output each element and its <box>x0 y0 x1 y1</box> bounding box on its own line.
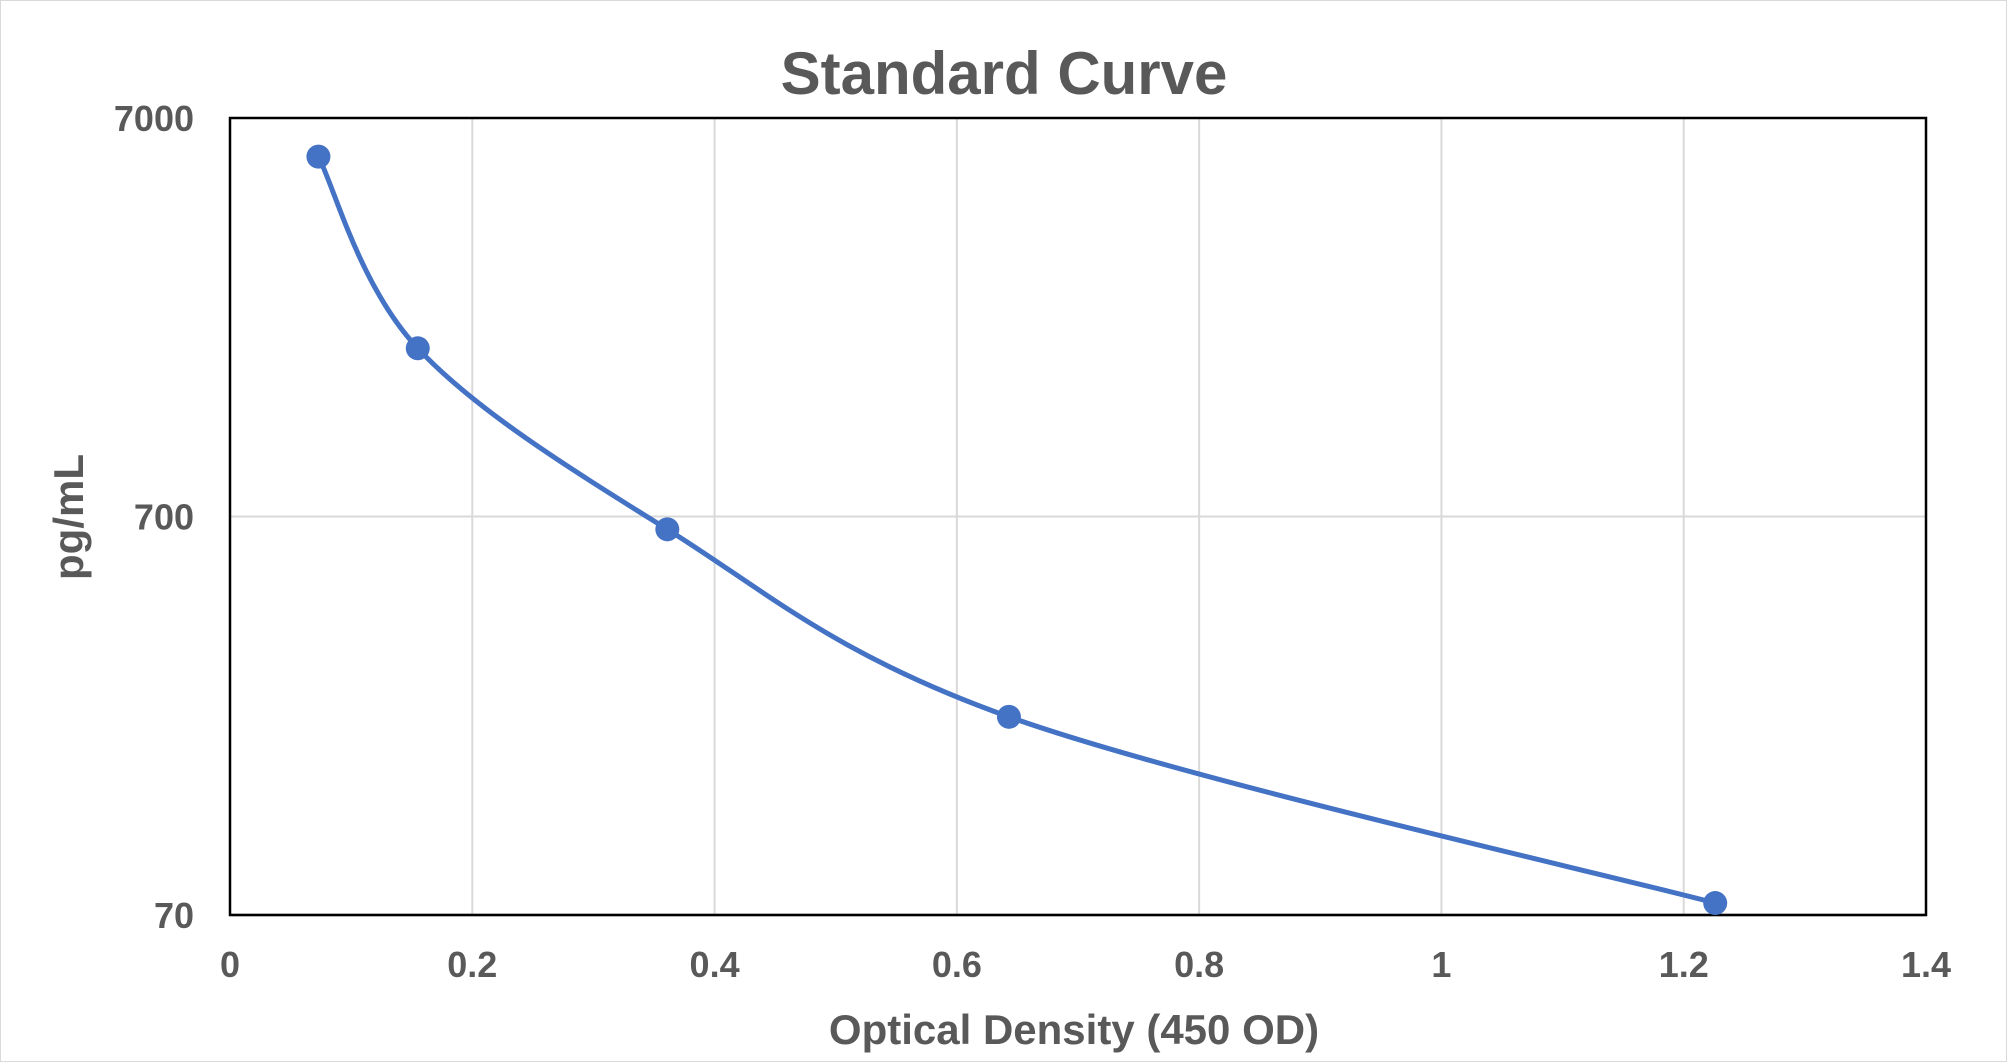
x-tick-label: 0 <box>220 944 240 985</box>
data-point <box>405 336 430 361</box>
y-axis-tick-labels: 70 700 7000 <box>114 98 194 936</box>
data-point <box>1703 891 1728 916</box>
y-tick-label: 700 <box>134 497 194 538</box>
x-tick-label: 0.4 <box>690 944 740 985</box>
plot-area-border <box>228 116 1928 917</box>
y-tick-label: 70 <box>154 895 194 936</box>
x-tick-label: 0.6 <box>932 944 982 985</box>
data-point <box>655 517 680 542</box>
x-axis-tick-labels: 0 0.2 0.4 0.6 0.8 1 1.2 1.4 <box>220 944 1951 985</box>
gridlines <box>230 118 1926 915</box>
x-tick-label: 1 <box>1431 944 1451 985</box>
chart-title: Standard Curve <box>781 40 1228 107</box>
x-axis-title: Optical Density (450 OD) <box>829 1006 1319 1053</box>
x-tick-label: 0.8 <box>1174 944 1224 985</box>
data-point <box>306 144 331 169</box>
x-tick-label: 1.4 <box>1901 944 1951 985</box>
x-tick-label: 0.2 <box>447 944 497 985</box>
series-data-points <box>306 144 1728 916</box>
y-axis-title: pg/mL <box>45 454 92 580</box>
data-point <box>996 704 1021 729</box>
x-tick-label: 1.2 <box>1659 944 1709 985</box>
series-curve-line <box>315 154 1718 906</box>
y-tick-label: 7000 <box>114 98 194 139</box>
